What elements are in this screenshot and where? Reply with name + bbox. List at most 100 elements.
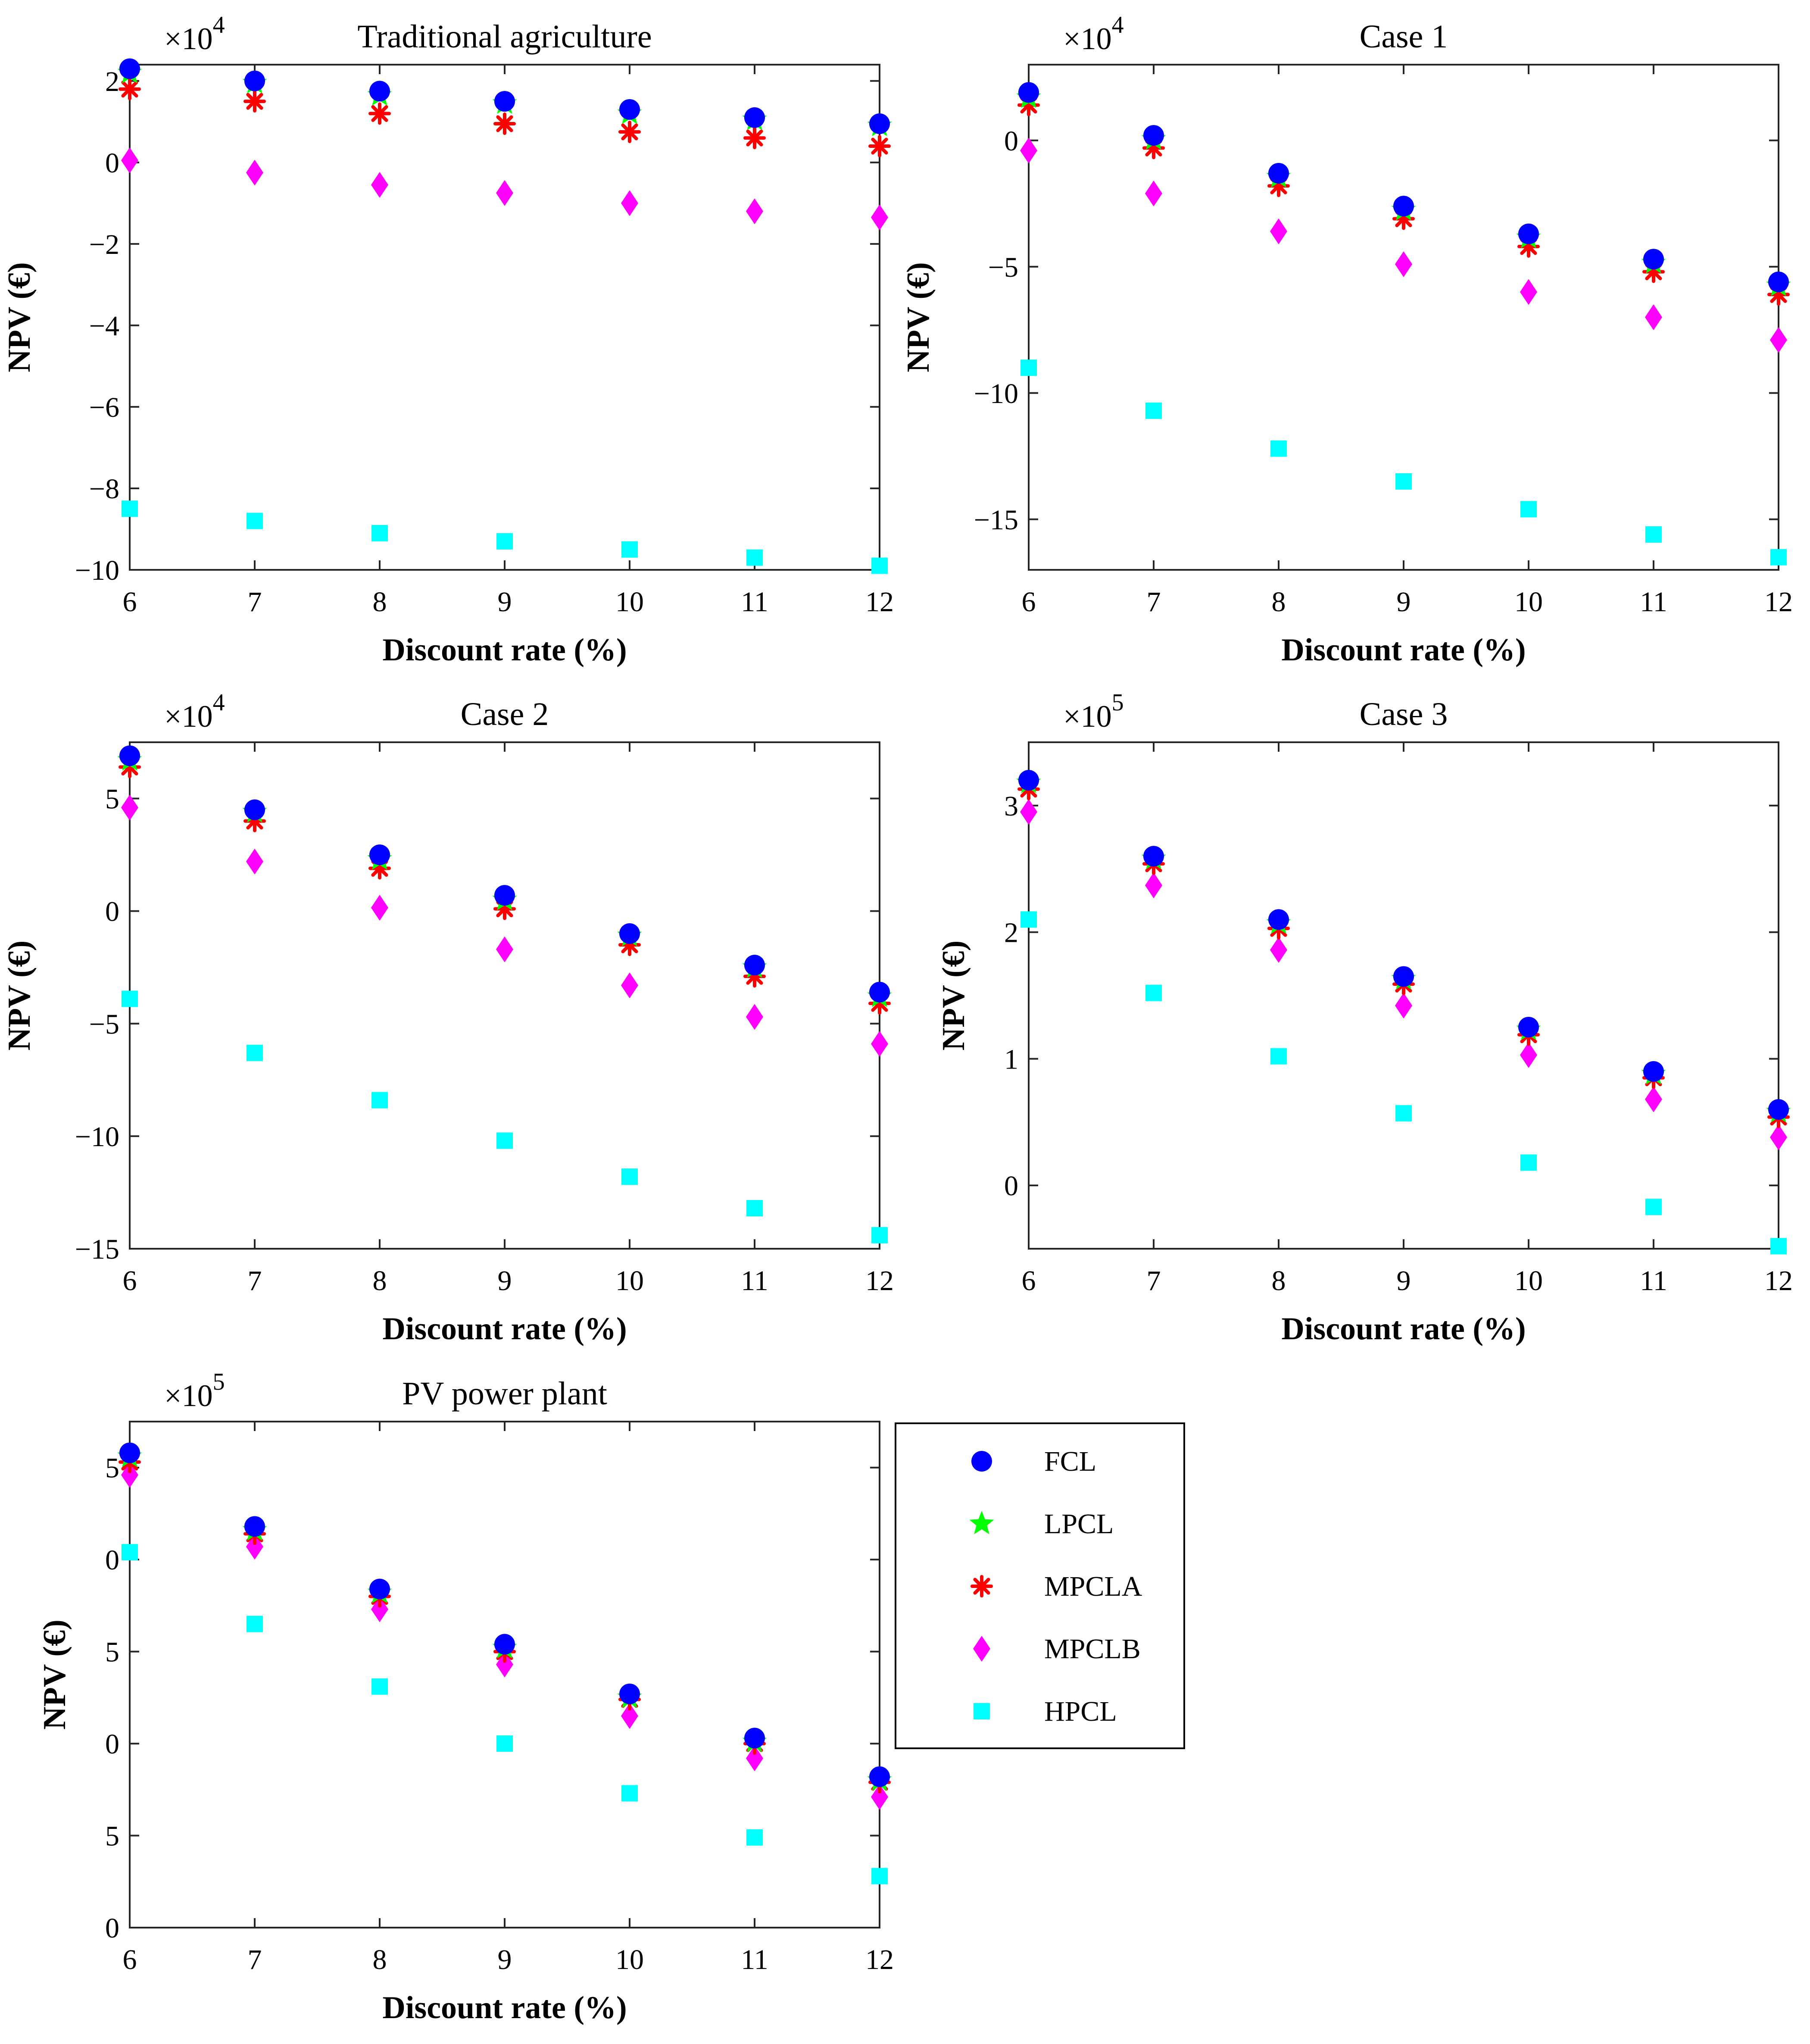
point-mpclb [371, 172, 388, 198]
series-mpclb [121, 147, 888, 231]
x-tick-label: 12 [865, 1944, 894, 1975]
point-fcl [494, 1634, 515, 1655]
y-tick-label: 0 [1004, 1170, 1018, 1202]
point-hpcl [871, 1868, 888, 1885]
x-axis-label: Discount rate (%) [1281, 1311, 1526, 1347]
point-mpclb [1770, 327, 1787, 353]
y-exponent-power: 4 [213, 12, 225, 38]
panel-traditional-agriculture: 6 7 8 9 10 11 12 2 0 −2 −4 −6 −8 −10 Traditional agric… [2, 12, 894, 668]
point-mpclb [1145, 872, 1162, 898]
point-hpcl [1645, 1199, 1662, 1216]
point-mpclb [621, 1703, 638, 1729]
x-axis-label: Discount rate (%) [1281, 632, 1526, 668]
legend-label: LPCL [1044, 1508, 1114, 1540]
point-fcl [869, 981, 890, 1003]
y-tick-label: 0 [105, 147, 119, 179]
legend-marker-lpcl [969, 1511, 994, 1535]
legend-entry-hpcl: HPCL [974, 1696, 1117, 1727]
legend-entry-mpcla: MPCLA [971, 1571, 1142, 1602]
y-tick-label: −5 [89, 1009, 119, 1040]
legend-label: MPCLB [1044, 1633, 1141, 1665]
series-hpcl [122, 1544, 888, 1885]
y-tick-label: 0 [105, 1913, 119, 1944]
y-axis-label: NPV (€) [936, 941, 971, 1051]
point-fcl [244, 70, 265, 91]
y-axis-label: NPV (€) [37, 1619, 72, 1730]
point-mpclb [246, 848, 263, 875]
x-tick-label: 9 [1397, 1265, 1411, 1297]
point-mpclb [746, 1004, 763, 1030]
series-fcl [1018, 770, 1789, 1120]
point-fcl [1768, 1099, 1789, 1120]
point-hpcl [247, 1616, 263, 1632]
x-tick-label: 8 [1272, 586, 1286, 618]
point-mpclb [1645, 304, 1662, 330]
x-tick-label: 6 [123, 586, 137, 618]
y-tick-label: 0 [105, 1544, 119, 1576]
point-mpclb [746, 1745, 763, 1772]
point-mpclb [1770, 1124, 1787, 1150]
chart-title: PV power plant [402, 1375, 607, 1412]
y-tick-label: 5 [105, 784, 119, 815]
point-hpcl [247, 513, 263, 529]
point-fcl [869, 113, 890, 134]
series-hpcl [122, 991, 888, 1244]
point-mpclb [1270, 218, 1287, 244]
y-tick-label: −8 [89, 473, 119, 505]
x-axis-label: Discount rate (%) [382, 1311, 627, 1347]
point-mpcla [243, 90, 266, 113]
point-fcl [1268, 163, 1289, 184]
point-hpcl [1645, 526, 1662, 543]
x-tick-label: 7 [1147, 1265, 1161, 1297]
point-hpcl [1770, 1238, 1787, 1255]
series-mpclb [121, 794, 888, 1057]
point-mpcla [743, 127, 766, 150]
y-tick-label: 0 [105, 1728, 119, 1760]
point-mpcla [493, 113, 516, 135]
point-mpclb [496, 180, 513, 206]
y-axis-label: NPV (€) [2, 262, 37, 372]
x-tick-label: 10 [615, 1265, 644, 1297]
x-tick-label: 8 [1272, 1265, 1286, 1297]
y-tick-label: 3 [1004, 791, 1018, 822]
point-hpcl [871, 1227, 888, 1244]
point-mpclb [1395, 993, 1412, 1019]
x-tick-label: 12 [865, 1265, 894, 1297]
point-hpcl [122, 500, 138, 517]
y-tick-label: 5 [105, 1453, 119, 1484]
y-tick-label: 5 [105, 1637, 119, 1668]
point-hpcl [1020, 359, 1037, 376]
series-hpcl [122, 500, 888, 574]
series-mpcla [119, 78, 891, 158]
point-fcl [1518, 1016, 1539, 1038]
point-mpclb [871, 1784, 888, 1810]
point-hpcl [1520, 501, 1537, 518]
x-tick-label: 12 [1764, 586, 1793, 618]
point-hpcl [122, 991, 138, 1007]
point-fcl [494, 885, 515, 906]
x-tick-label: 11 [741, 1944, 768, 1975]
point-mpclb [1020, 799, 1037, 825]
point-hpcl [1270, 440, 1287, 457]
x-tick-label: 10 [1514, 586, 1543, 618]
legend-entry-fcl: FCL [971, 1446, 1096, 1477]
x-tick-label: 6 [123, 1265, 137, 1297]
point-hpcl [247, 1044, 263, 1061]
point-fcl [744, 955, 765, 975]
point-mpclb [1395, 251, 1412, 277]
point-fcl [744, 107, 765, 128]
x-axis-label: Discount rate (%) [382, 632, 627, 668]
chart-title: Case 3 [1360, 696, 1448, 732]
x-tick-label: 10 [615, 586, 644, 618]
y-tick-label: 0 [1004, 125, 1018, 157]
point-fcl [369, 81, 390, 102]
point-mpcla [368, 102, 391, 125]
point-fcl [119, 1442, 140, 1463]
point-mpclb [371, 894, 388, 921]
point-fcl [244, 799, 265, 820]
point-mpclb [1145, 180, 1162, 206]
point-fcl [1643, 249, 1664, 270]
point-fcl [619, 99, 640, 120]
y-tick-label: −4 [89, 310, 119, 342]
